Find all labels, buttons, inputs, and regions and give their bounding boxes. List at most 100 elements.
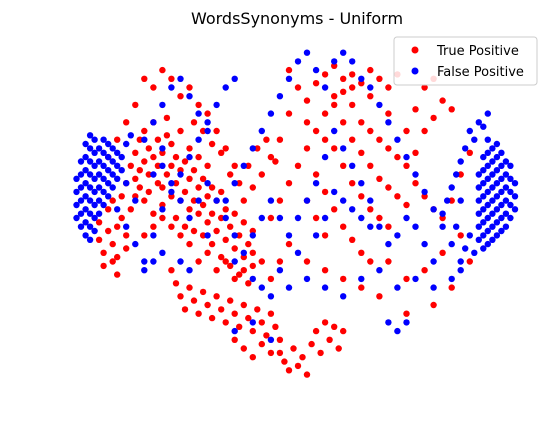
data-point: [123, 232, 130, 239]
data-point: [109, 158, 116, 165]
data-point: [150, 153, 157, 161]
data-point: [136, 136, 143, 143]
data-point: [489, 210, 496, 217]
data-point: [367, 84, 374, 91]
data-point: [118, 193, 125, 200]
data-point: [231, 232, 238, 239]
data-point: [462, 245, 469, 252]
data-point: [114, 223, 121, 230]
data-point: [114, 175, 121, 182]
data-point: [498, 162, 505, 169]
data-point: [267, 110, 275, 117]
data-point: [321, 153, 329, 161]
data-point: [109, 184, 116, 191]
data-point: [218, 149, 225, 156]
data-point: [227, 262, 234, 270]
data-point: [159, 249, 166, 256]
data-point: [303, 119, 311, 126]
data-point: [480, 245, 487, 252]
data-point: [285, 232, 293, 239]
data-point: [263, 136, 270, 143]
data-point: [448, 197, 455, 204]
data-point: [168, 180, 175, 187]
data-point: [385, 223, 392, 230]
data-point: [249, 232, 256, 239]
data-point: [276, 258, 284, 265]
data-point: [340, 119, 347, 126]
data-point: [326, 336, 333, 343]
data-point: [114, 206, 121, 213]
data-point: [276, 93, 284, 100]
data-point: [181, 306, 189, 313]
data-point: [321, 188, 329, 196]
data-point: [168, 188, 175, 196]
data-point: [208, 184, 216, 191]
data-point: [127, 132, 134, 139]
data-point: [321, 110, 329, 117]
data-point: [114, 136, 121, 143]
data-point: [168, 140, 175, 148]
data-point: [511, 180, 519, 187]
data-point: [132, 240, 139, 248]
data-point: [493, 167, 501, 174]
data-point: [484, 162, 491, 169]
data-point: [475, 119, 482, 126]
data-point: [231, 258, 238, 265]
data-point: [489, 158, 496, 165]
data-point: [430, 301, 437, 309]
data-point: [86, 223, 94, 230]
data-point: [186, 214, 193, 222]
data-point: [218, 214, 225, 222]
data-point: [150, 210, 157, 217]
data-point: [91, 175, 98, 182]
data-point: [199, 232, 207, 239]
data-point: [290, 345, 297, 352]
data-point: [349, 136, 356, 143]
data-point: [168, 75, 175, 83]
data-point: [204, 162, 211, 169]
data-point: [421, 240, 428, 248]
data-point: [95, 145, 103, 152]
data-point: [317, 349, 324, 357]
data-point: [480, 232, 487, 239]
data-point: [267, 293, 275, 300]
data-point: [195, 310, 202, 317]
data-point: [213, 293, 220, 300]
data-point: [385, 145, 392, 152]
legend-marker: [411, 67, 419, 75]
data-point: [77, 171, 85, 178]
data-point: [100, 149, 107, 156]
data-point: [186, 145, 193, 152]
data-point: [77, 158, 85, 165]
data-point: [480, 153, 487, 161]
data-point: [208, 140, 216, 148]
data-point: [132, 175, 139, 182]
data-point: [73, 175, 80, 182]
data-point: [91, 188, 98, 196]
data-point: [312, 214, 320, 222]
data-point: [475, 236, 482, 243]
data-point: [489, 171, 496, 178]
data-point: [82, 153, 89, 161]
data-point: [385, 258, 392, 265]
data-point: [150, 232, 157, 239]
data-point: [73, 188, 80, 196]
data-point: [91, 162, 98, 169]
data-point: [218, 188, 225, 196]
data-point: [421, 127, 428, 135]
data-point: [376, 214, 383, 222]
data-point: [82, 193, 89, 200]
data-point: [105, 153, 112, 161]
data-point: [227, 297, 234, 304]
data-point: [385, 84, 392, 91]
data-point: [127, 206, 134, 213]
data-point: [159, 206, 166, 213]
data-point: [502, 171, 510, 178]
data-point: [321, 214, 329, 222]
data-point: [312, 66, 320, 74]
data-point: [150, 84, 157, 91]
data-point: [181, 188, 189, 196]
data-point: [349, 71, 356, 78]
data-point: [276, 197, 284, 204]
